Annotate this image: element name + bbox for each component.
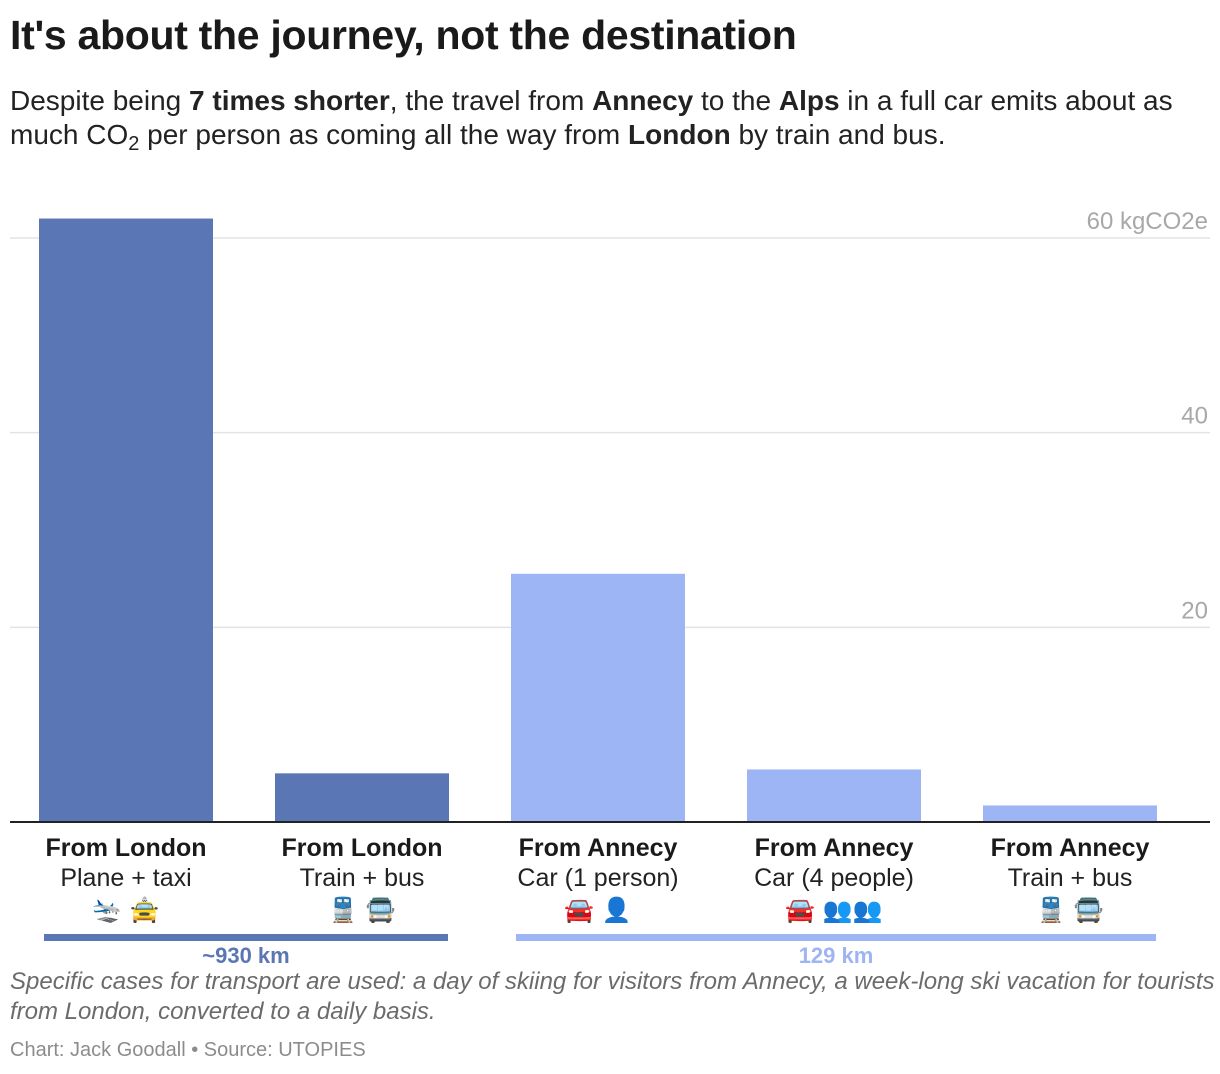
subtitle-bold-2: Annecy: [592, 85, 694, 116]
x-category-sublabel: Car (1 person): [517, 864, 678, 892]
y-tick-label: 60 kgCO2e: [1087, 208, 1208, 235]
subtitle-bold-3: Alps: [778, 85, 840, 116]
footnote: Specific cases for transport are used: a…: [10, 968, 1215, 1025]
chart-subtitle: Despite being 7 times shorter, the trave…: [10, 84, 1210, 155]
subtitle-bold-1: 7 times shorter: [189, 85, 390, 116]
x-category-label: From Annecy: [991, 834, 1150, 862]
bar: [983, 805, 1157, 822]
y-tick-label: 40: [1181, 403, 1208, 430]
transport-icons: 🛬 🚖: [92, 896, 159, 924]
source-credit: Chart: Jack Goodall • Source: UTOPIES: [10, 1039, 366, 1061]
distance-label: ~930 km: [202, 943, 289, 968]
distance-bar: [44, 934, 448, 941]
x-category-label: From London: [281, 834, 442, 862]
distance-bar: [516, 934, 1156, 941]
subtitle-text-6: by train and bus.: [730, 119, 946, 150]
bar: [511, 573, 685, 822]
chart-title: It's about the journey, not the destinat…: [10, 12, 797, 58]
x-category-label: From London: [45, 834, 206, 862]
subtitle-subscript: 2: [128, 133, 140, 155]
subtitle-text-2: , the travel from: [389, 85, 593, 116]
transport-icons: 🚘 👤: [564, 896, 631, 924]
subtitle-text-5: per person as coming all the way from: [139, 119, 629, 150]
y-tick-label: 20: [1181, 597, 1208, 624]
subtitle-text-3: to the: [693, 85, 779, 116]
subtitle-text-4: in a full car emits about as much CO: [10, 85, 1173, 150]
subtitle-bold-4: London: [628, 119, 731, 150]
subtitle-text-1: Despite being: [10, 85, 190, 116]
x-category-sublabel: Plane + taxi: [60, 864, 191, 892]
x-category-label: From Annecy: [755, 834, 914, 862]
x-category-label: From Annecy: [519, 834, 678, 862]
x-category-sublabel: Train + bus: [300, 864, 425, 892]
bar: [39, 218, 213, 822]
transport-icons: 🚆 🚍: [328, 896, 396, 924]
transport-icons: 🚘 👥👥: [785, 896, 882, 924]
transport-icons: 🚆 🚍: [1036, 896, 1104, 924]
bar: [747, 769, 921, 822]
bar: [275, 773, 449, 822]
distance-label: 129 km: [799, 943, 874, 968]
x-category-sublabel: Train + bus: [1008, 864, 1133, 892]
x-category-sublabel: Car (4 people): [754, 864, 914, 892]
